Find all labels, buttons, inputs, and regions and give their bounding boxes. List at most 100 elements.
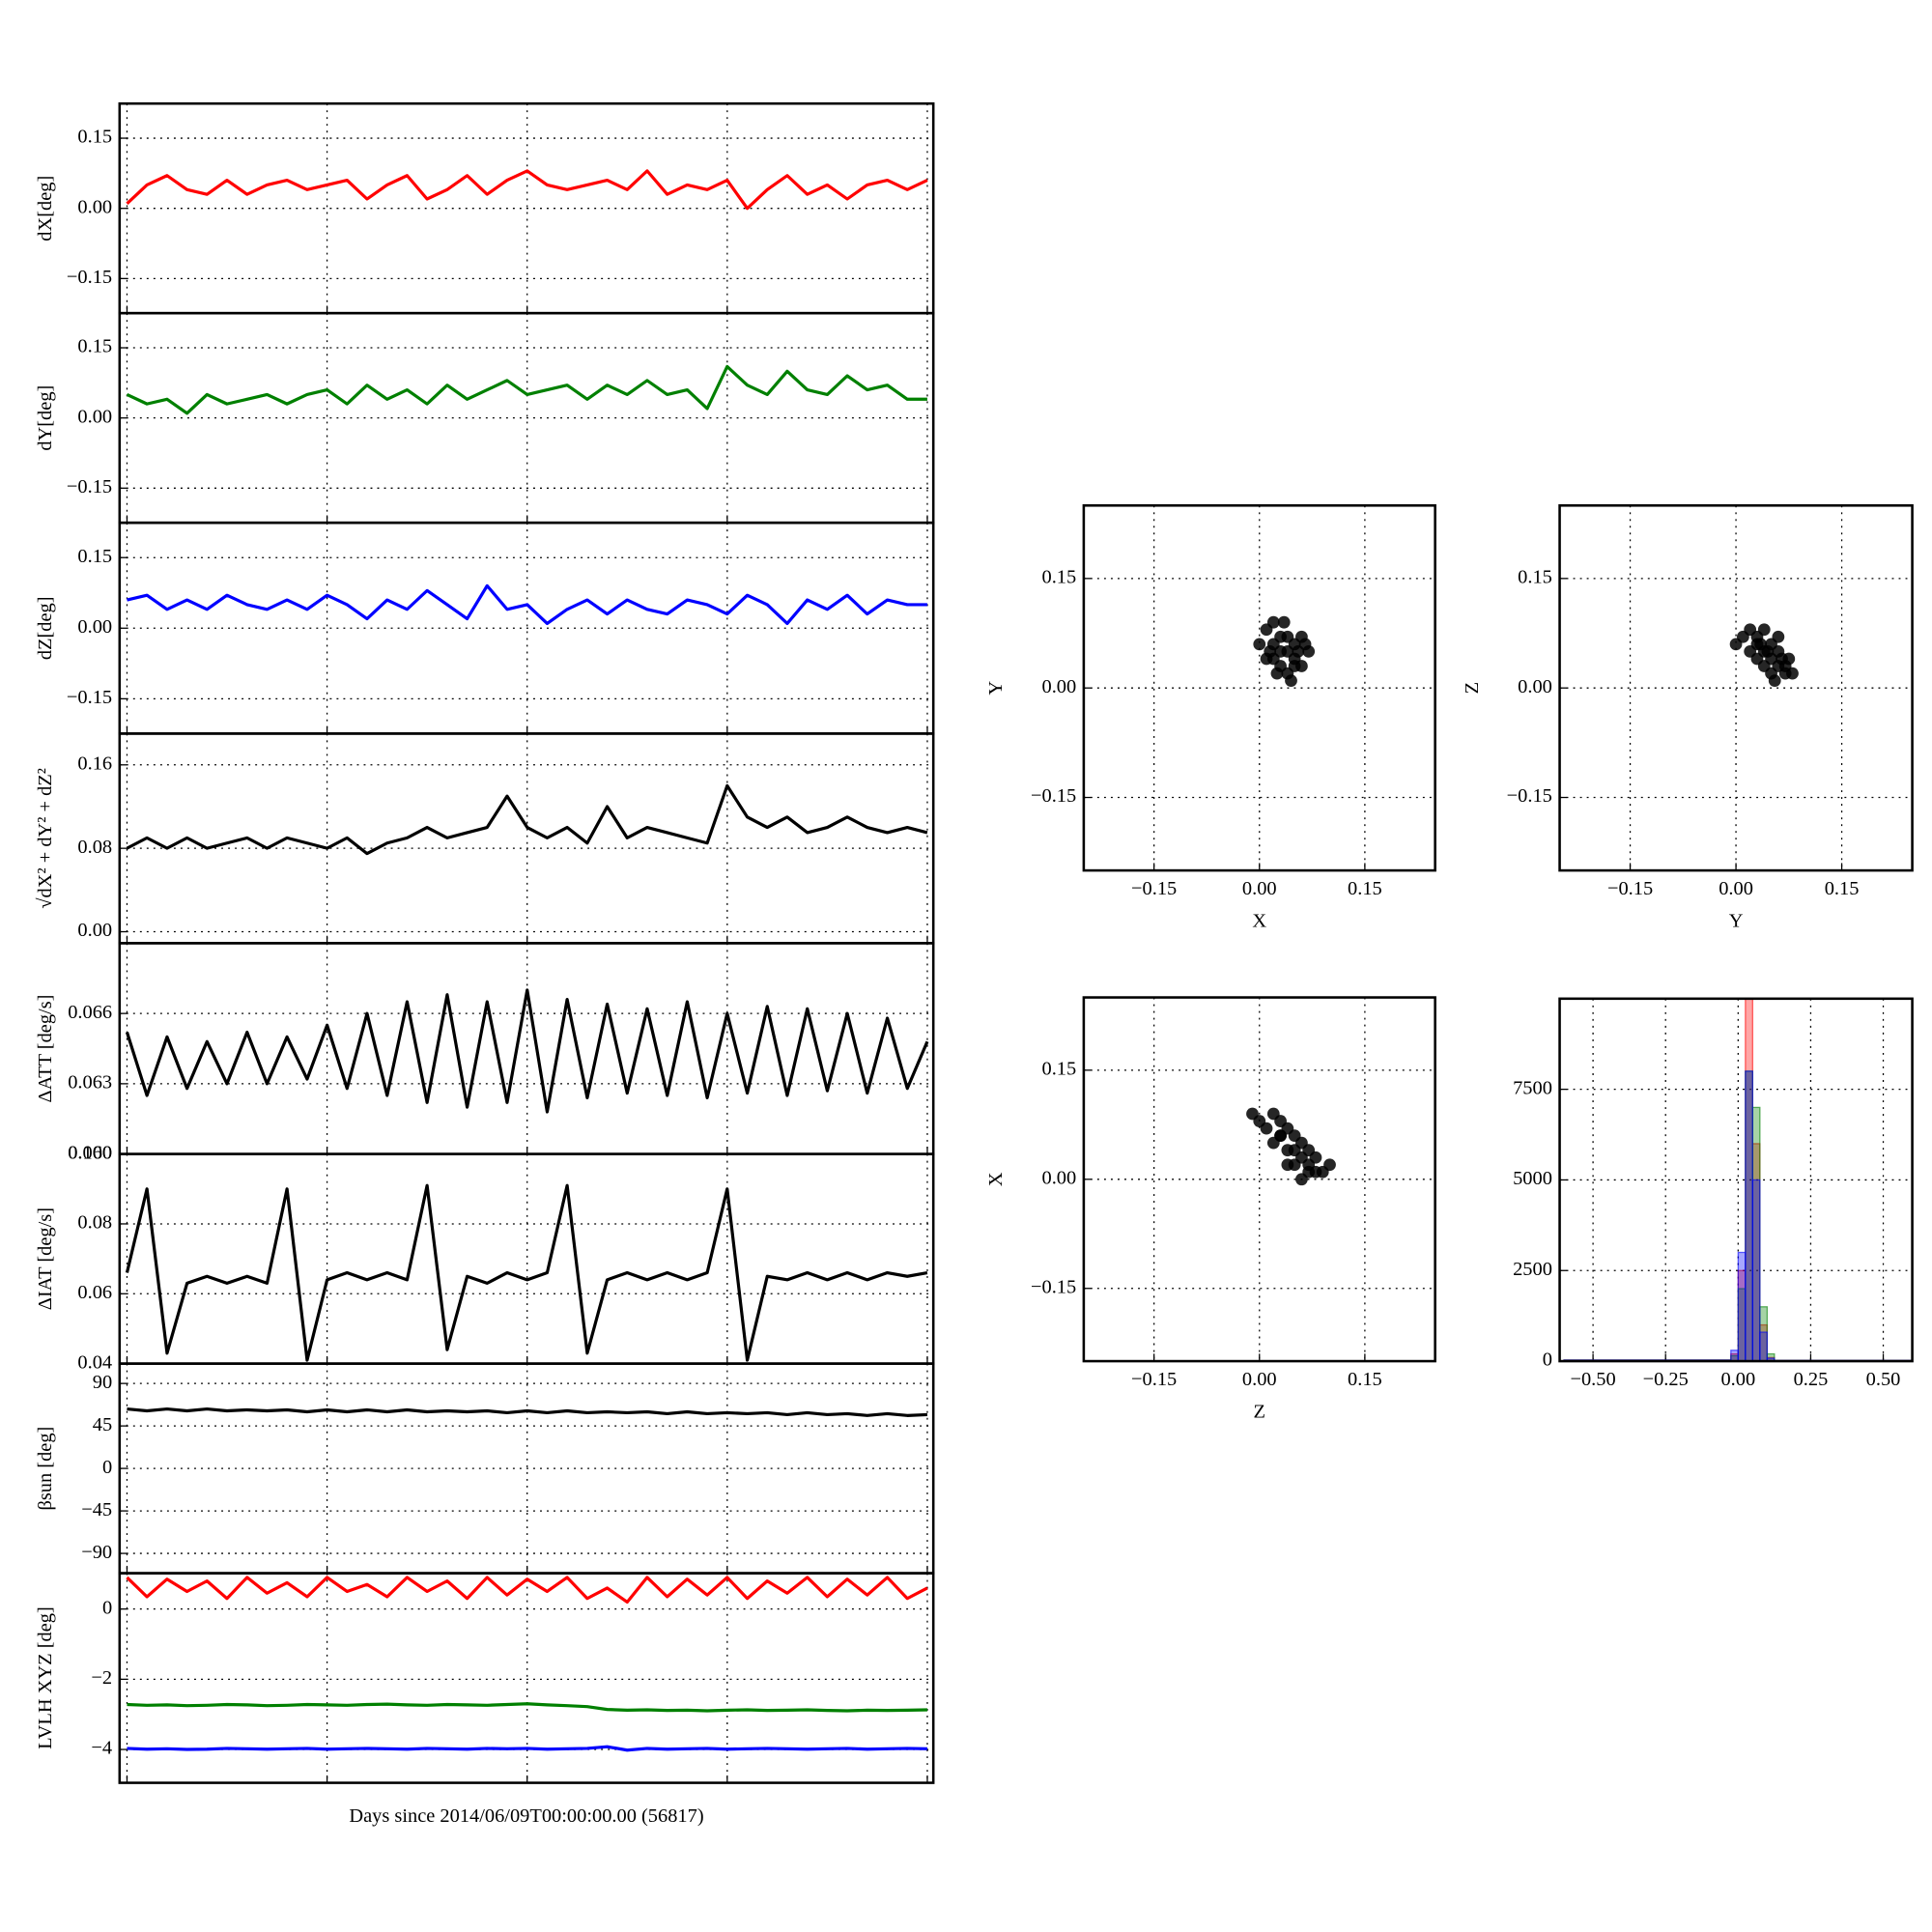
axes-frame (1558, 504, 1914, 872)
y-tick-label: 0.04 (77, 1351, 112, 1373)
series-line (127, 1702, 927, 1713)
series-line (127, 1406, 927, 1417)
panel: −0.15 0.00 0.15 −0.15 0.00 0.15 Z Y (1462, 504, 1914, 931)
series-line (126, 364, 927, 415)
panel: −0.15 0.00 0.15 −0.15 0.00 0.15 Y X (985, 504, 1436, 931)
y-axis-label: βsun [deg] (35, 1427, 56, 1511)
y-tick-label: 0.15 (1042, 1059, 1077, 1080)
y-tick-label: 0.15 (77, 127, 112, 148)
y-tick-label: −0.15 (1031, 785, 1076, 807)
y-axis-label: Y (985, 681, 1007, 696)
x-tick-label: −0.15 (1131, 878, 1177, 899)
x-tick-label: 0.25 (1794, 1369, 1829, 1390)
panel: 0.04 0.06 0.08 0.100 ΔIAT [deg/s] (35, 1142, 935, 1373)
y-tick-label: −4 (91, 1738, 112, 1759)
y-tick-label: 0.08 (77, 837, 112, 858)
y-tick-label: 0.00 (1518, 676, 1552, 697)
series-line (126, 783, 928, 856)
y-tick-label: 0.00 (77, 616, 112, 638)
scatter-point (1757, 623, 1771, 637)
scatter-point (1754, 638, 1767, 651)
y-tick-label: −45 (81, 1499, 112, 1520)
histogram-bar (1737, 1251, 1747, 1362)
axes-frame (118, 1152, 935, 1365)
scatter-point (1285, 674, 1297, 688)
scatter-point (1253, 638, 1266, 651)
scatter-point (1264, 645, 1277, 658)
y-axis-label: X (985, 1172, 1007, 1186)
panel: 0.00 0.08 0.16 √dX² + dY² + dZ² (35, 732, 935, 945)
scatter-point (1281, 630, 1294, 643)
y-axis-label: LVLH XYZ [deg] (35, 1606, 56, 1749)
y-tick-label: 0 (102, 1597, 112, 1618)
y-tick-label: 0.16 (77, 753, 112, 774)
y-tick-label: 0.060 (68, 1142, 112, 1163)
x-tick-label: 0.00 (1720, 1369, 1755, 1390)
x-tick-label: −0.15 (1607, 878, 1653, 899)
series-line (126, 169, 928, 211)
x-axis-label: Days since 2014/06/09T00:00:00.00 (56817… (349, 1805, 703, 1827)
series-line (127, 583, 927, 626)
panel: 0.060 0.063 0.066 ΔATT [deg/s] (35, 942, 935, 1163)
panel: −4 −2 0 LVLH XYZ [deg] Days since 2014/06/09… (35, 1572, 935, 1827)
scatter-point (1288, 660, 1301, 672)
y-axis-label: ΔIAT [deg/s] (35, 1208, 56, 1310)
scatter-point (1274, 1115, 1287, 1127)
y-tick-label: −90 (81, 1542, 112, 1563)
y-axis-label: dX[deg] (35, 176, 56, 242)
y-tick-label: −0.15 (67, 267, 112, 288)
y-tick-label: −0.15 (67, 476, 112, 497)
axes-frame (1082, 996, 1436, 1363)
x-tick-label: 0.15 (1348, 878, 1382, 899)
y-tick-label: 0.00 (77, 196, 112, 217)
y-tick-label: −0.15 (1507, 785, 1552, 807)
y-tick-label: 0.100 (68, 1142, 112, 1163)
y-tick-label: 0.00 (1042, 1167, 1077, 1188)
histogram-bar (1745, 1070, 1753, 1362)
y-axis-label: Z (1462, 682, 1483, 694)
panel: −0.15 0.00 0.15 dZ[deg] (35, 521, 935, 735)
scatter-point (1768, 674, 1781, 688)
series-line (126, 1576, 928, 1605)
scatter-point (1260, 1122, 1273, 1135)
y-tick-label: 0.06 (77, 1282, 112, 1303)
y-tick-label: 0.00 (77, 406, 112, 427)
y-tick-label: 0.15 (1518, 567, 1552, 588)
scatter-point (1302, 1144, 1316, 1157)
scatter-point (1270, 667, 1284, 680)
y-axis-label: √dX² + dY² + dZ² (35, 768, 56, 909)
panel: −0.15 0.00 0.15 −0.15 0.00 0.15 X Z (985, 996, 1436, 1422)
y-tick-label: 5000 (1513, 1168, 1552, 1189)
y-tick-label: 7500 (1513, 1077, 1552, 1098)
x-axis-label: Z (1254, 1401, 1265, 1422)
y-axis-label: ΔATT [deg/s] (35, 995, 56, 1103)
scatter-point (1274, 645, 1287, 658)
y-tick-label: −0.15 (67, 687, 112, 708)
y-tick-label: 0.08 (77, 1212, 112, 1234)
y-tick-label: 0.15 (1042, 567, 1077, 588)
y-tick-label: 0.15 (77, 546, 112, 567)
y-tick-label: 0.063 (68, 1072, 112, 1094)
panel: −90 −45 0 45 90 βsun [deg] (35, 1362, 935, 1575)
axes-frame (118, 1572, 935, 1784)
panel: −0.15 0.00 0.15 dX[deg] (35, 101, 935, 315)
panel: −0.15 0.00 0.15 dY[deg] (35, 311, 935, 525)
x-tick-label: −0.15 (1131, 1369, 1177, 1390)
panel: 0 2500 5000 7500 −0.50 −0.25 0.00 0.25 0.50 (1513, 997, 1914, 1390)
y-tick-label: 0 (102, 1457, 112, 1478)
x-tick-label: −0.25 (1643, 1369, 1689, 1390)
series-line (125, 1183, 928, 1362)
y-tick-label: 2500 (1513, 1259, 1552, 1280)
x-axis-label: Y (1729, 910, 1744, 931)
scatter-point (1274, 1129, 1287, 1143)
x-tick-label: 0.50 (1866, 1369, 1901, 1390)
y-tick-label: 0.00 (77, 920, 112, 941)
y-tick-label: 0.066 (68, 1002, 112, 1023)
histogram-bar (1759, 1331, 1768, 1362)
series-line (127, 1745, 927, 1752)
x-tick-label: −0.50 (1570, 1369, 1615, 1390)
scatter-point (1295, 1173, 1308, 1186)
x-axis-label: X (1252, 910, 1266, 931)
